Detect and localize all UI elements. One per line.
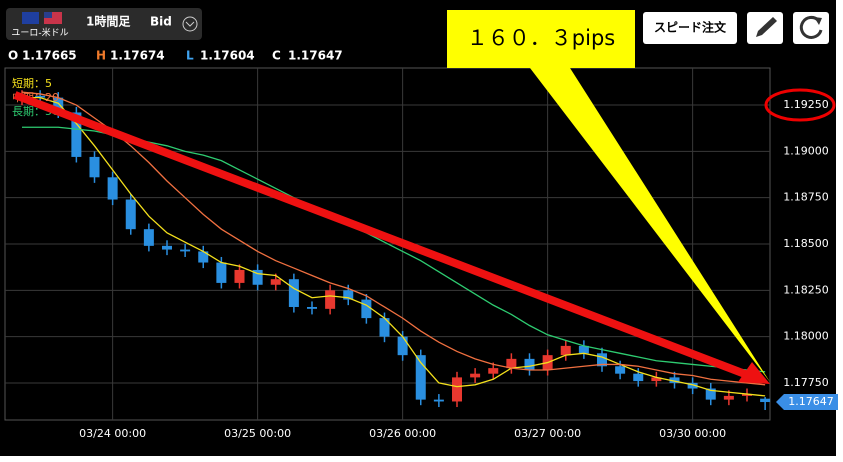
candle-body [723, 395, 734, 400]
candle-body [198, 251, 209, 263]
ohlc-row: O 1.17665 H 1.17674 L 1.17604 C 1.17647 [8, 49, 343, 63]
candle-body [506, 358, 517, 369]
pair-selector[interactable]: ユーロ-米ドル 1時間足 Bid [6, 8, 202, 40]
price-tag-label: 1.17647 [788, 395, 834, 408]
trend-arrow [13, 91, 747, 378]
candle-body [470, 373, 481, 378]
h-value: 1.17674 [110, 49, 165, 63]
y-tick-label: 1.18750 [783, 191, 829, 204]
flag-us-canton [44, 12, 52, 18]
candle-body [687, 382, 698, 389]
dropdown-chevron [185, 21, 195, 27]
legend-entry: 短期：5 [12, 76, 52, 90]
candle-body [307, 306, 317, 309]
candle-body [452, 377, 462, 402]
candle-body [53, 97, 64, 113]
candle-body [107, 177, 118, 200]
x-tick-label: 03/26 00:00 [369, 427, 436, 440]
candle-body [288, 279, 299, 307]
candle-body [35, 95, 46, 98]
candle-body [433, 399, 444, 402]
candle-body [651, 377, 662, 382]
candle-body [415, 355, 426, 400]
candle-body [216, 262, 227, 283]
candle-body [234, 269, 245, 283]
candle-body [578, 345, 589, 354]
candle-body [560, 345, 571, 356]
price-type: Bid [150, 15, 172, 29]
button-label: スピード注文 [654, 20, 727, 35]
draw-button[interactable] [747, 12, 783, 44]
y-tick-label: 1.19250 [783, 98, 829, 111]
o-label: O [8, 49, 18, 63]
ma-line [22, 96, 766, 397]
candle-body [252, 269, 263, 285]
x-tick-label: 03/25 00:00 [224, 427, 291, 440]
y-tick-label: 1.17750 [783, 376, 829, 389]
candle-body [379, 318, 390, 337]
candle-body [343, 290, 354, 300]
c-value: 1.17647 [288, 49, 343, 63]
pips-annotation: １６０．３pips [467, 26, 615, 50]
candle-body [760, 398, 771, 403]
refresh-arrow [814, 17, 822, 25]
ma-line [21, 91, 766, 386]
h-label: H [96, 49, 106, 63]
pair-name: ユーロ-米ドル [11, 27, 68, 39]
l-value: 1.17604 [200, 49, 255, 63]
x-tick-label: 03/30 00:00 [659, 427, 726, 440]
y-tick-label: 1.18500 [783, 237, 829, 250]
pencil-icon [756, 17, 777, 37]
candle-body [361, 299, 372, 319]
callout [447, 10, 770, 382]
candle-body [633, 373, 644, 382]
candle-body [742, 394, 752, 396]
timeframe: 1時間足 [86, 14, 130, 29]
x-tick-label: 03/27 00:00 [514, 427, 581, 440]
speed-order-button[interactable]: スピード注文 [643, 12, 737, 44]
x-tick-label: 03/24 00:00 [79, 427, 146, 440]
l-label: L [186, 49, 194, 63]
candle-body [325, 290, 336, 309]
y-tick-label: 1.19000 [783, 144, 829, 157]
c-label: C [272, 49, 281, 63]
price-tag [776, 394, 838, 411]
o-value: 1.17665 [22, 49, 77, 63]
candle-body [162, 245, 172, 250]
candle-body [125, 199, 136, 230]
highlight-ellipse [764, 88, 836, 122]
candle-body [597, 353, 607, 367]
dropdown-icon [182, 16, 198, 32]
candle-body [397, 336, 408, 356]
candle-body [180, 249, 191, 252]
candle-body [669, 377, 680, 383]
candle-body [524, 358, 535, 370]
candle-body [89, 156, 100, 178]
refresh-button[interactable] [793, 12, 829, 44]
candle-body [705, 388, 716, 400]
refresh-icon [799, 15, 823, 39]
candle-body [488, 368, 499, 374]
trend-arrowhead [738, 362, 770, 384]
flag-eu [22, 12, 39, 24]
candle-body [71, 112, 82, 157]
y-tick-label: 1.18000 [783, 330, 829, 343]
candle-body [270, 279, 281, 285]
candle-body [615, 366, 626, 374]
button-box [643, 12, 737, 44]
candle-body [143, 229, 154, 246]
y-tick-label: 1.18250 [783, 283, 829, 296]
